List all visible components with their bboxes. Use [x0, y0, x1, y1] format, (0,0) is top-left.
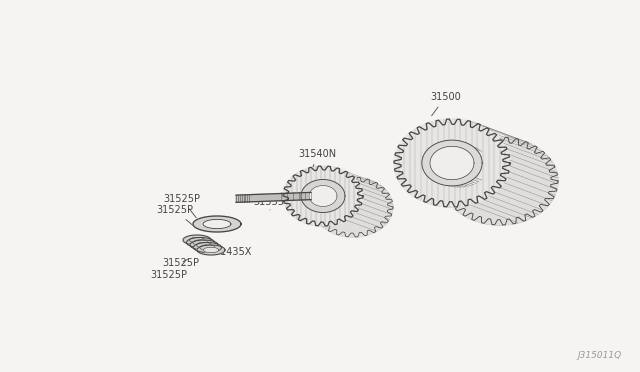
Polygon shape — [394, 119, 510, 207]
Polygon shape — [186, 237, 214, 247]
Polygon shape — [196, 242, 212, 248]
Polygon shape — [189, 237, 205, 243]
Polygon shape — [197, 245, 225, 255]
Polygon shape — [193, 243, 221, 253]
Polygon shape — [504, 143, 558, 201]
Polygon shape — [283, 166, 363, 226]
Text: 31555: 31555 — [253, 197, 284, 210]
Polygon shape — [190, 240, 218, 250]
Polygon shape — [422, 167, 506, 195]
Polygon shape — [203, 219, 231, 229]
Polygon shape — [193, 240, 208, 245]
Polygon shape — [430, 146, 474, 180]
Polygon shape — [301, 180, 345, 212]
Text: 31525P: 31525P — [162, 258, 199, 268]
Text: 31525P: 31525P — [163, 194, 200, 218]
Polygon shape — [285, 205, 391, 237]
Polygon shape — [236, 192, 311, 202]
Polygon shape — [397, 177, 555, 225]
Text: 31435X: 31435X — [207, 247, 252, 257]
Polygon shape — [183, 235, 211, 245]
Polygon shape — [309, 186, 337, 206]
Text: 31525P: 31525P — [150, 265, 187, 280]
Polygon shape — [200, 245, 215, 250]
Polygon shape — [204, 247, 219, 253]
Text: 31500: 31500 — [430, 92, 461, 116]
Polygon shape — [193, 216, 241, 232]
Polygon shape — [313, 177, 393, 237]
Text: J315011Q: J315011Q — [578, 351, 622, 360]
Polygon shape — [442, 137, 558, 225]
Text: 31540N: 31540N — [298, 149, 336, 167]
Polygon shape — [422, 140, 482, 186]
Text: 31525P: 31525P — [156, 205, 194, 226]
